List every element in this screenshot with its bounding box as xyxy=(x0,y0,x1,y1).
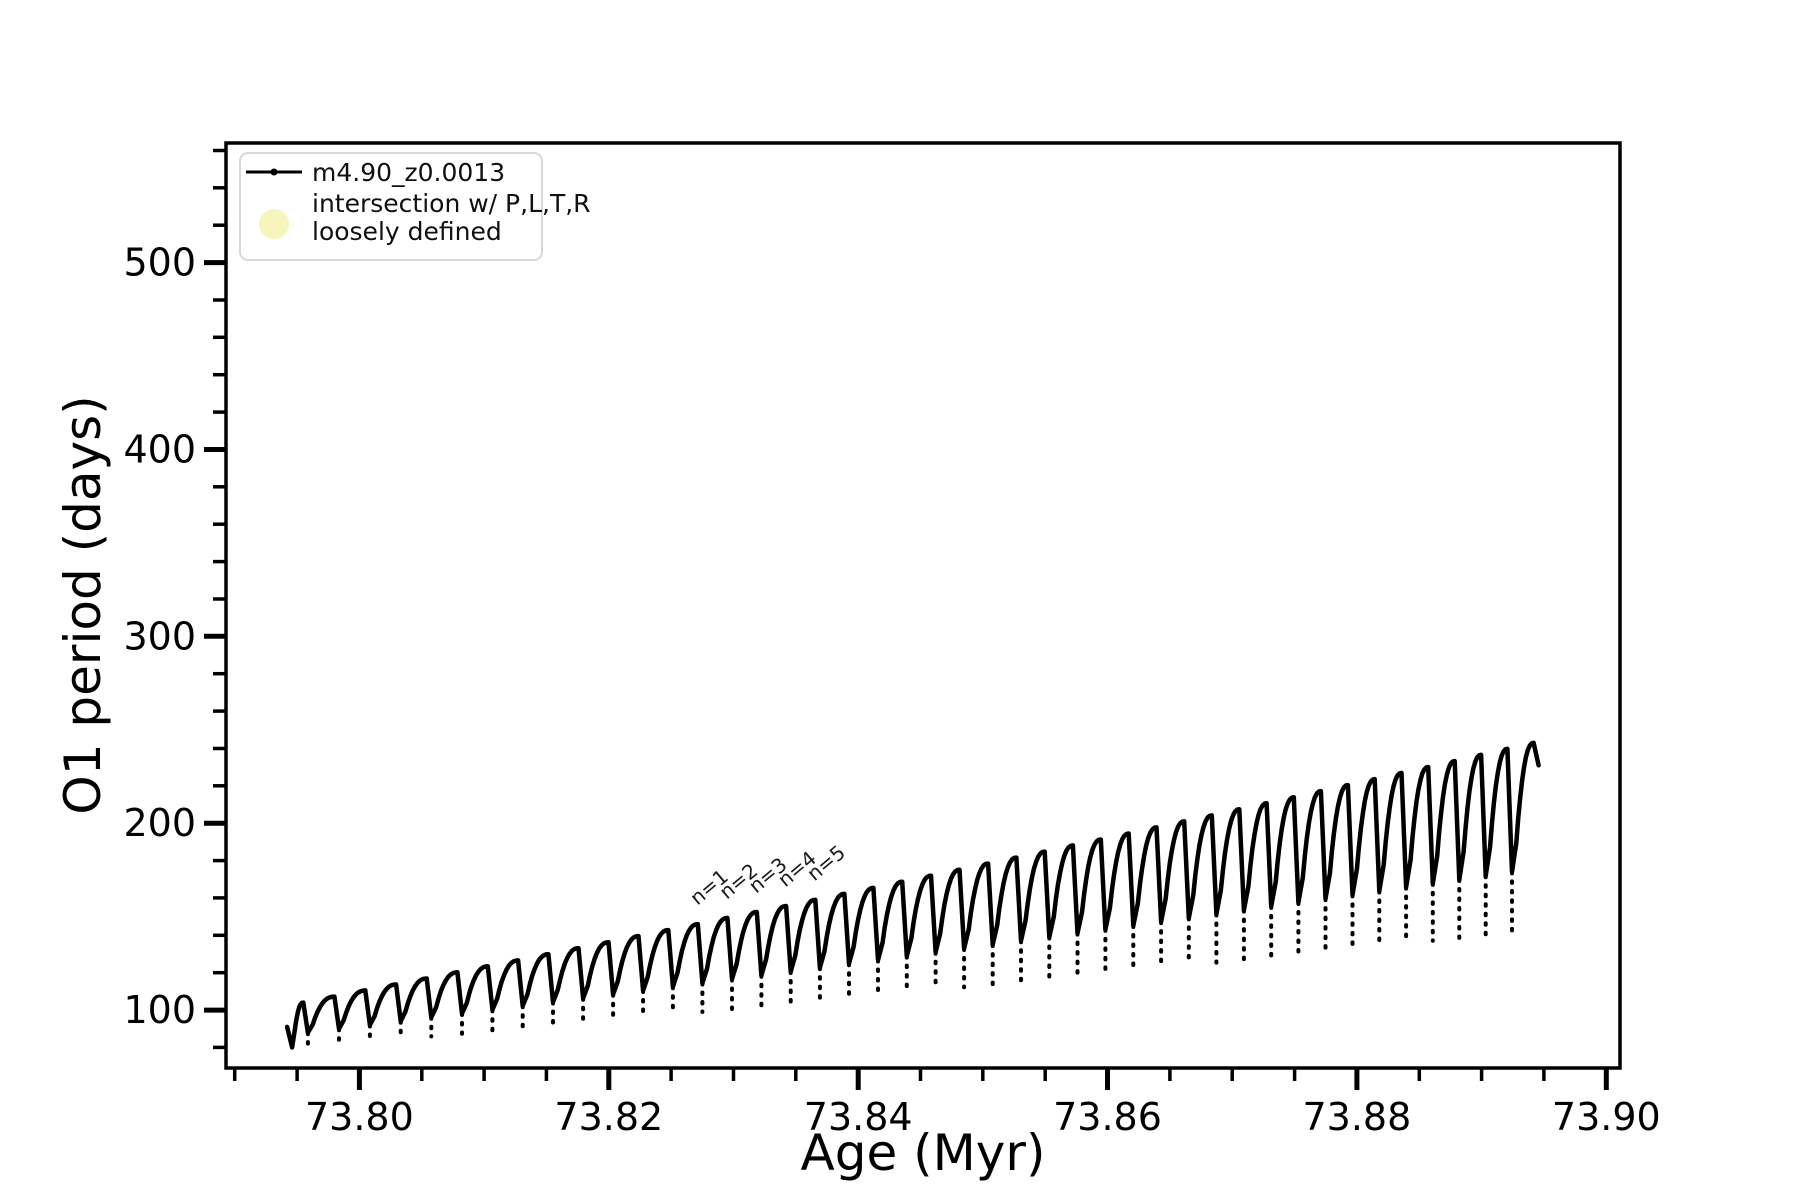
y-tick-label: 100 xyxy=(123,988,196,1032)
x-tick-label: 73.84 xyxy=(804,1095,913,1139)
plot-frame xyxy=(224,141,1622,1070)
y-axis-label: O1 period (days) xyxy=(54,395,112,814)
y-tick-label: 500 xyxy=(123,241,196,285)
y-tick-label: 400 xyxy=(123,428,196,472)
legend-label-intersection-line2: loosely defined xyxy=(312,217,502,246)
series-line xyxy=(284,740,1541,1050)
x-tick-label: 73.80 xyxy=(305,1095,414,1139)
legend-line-marker-dot xyxy=(270,168,278,176)
series-group xyxy=(284,740,1541,1050)
x-axis-label: Age (Myr) xyxy=(801,1124,1046,1182)
axis-ticks: 73.80 73.82 73.84 73.86 73.88 73.90 100 200 300 4… xyxy=(123,148,1661,1139)
x-tick-label: 73.88 xyxy=(1303,1095,1412,1139)
legend-label-intersection-line1: intersection w/ P,L,T,R xyxy=(312,189,591,218)
legend-label-series: m4.90_z0.0013 xyxy=(312,158,505,187)
legend: m4.90_z0.0013 intersection w/ P,L,T,R lo… xyxy=(239,152,591,261)
annotation-n=5: n=5 xyxy=(802,840,850,885)
y-tick-label: 300 xyxy=(123,614,196,658)
x-tick-label: 73.90 xyxy=(1552,1095,1661,1139)
legend-intersection-marker xyxy=(259,209,289,239)
legend-box xyxy=(239,152,543,261)
x-tick-label: 73.86 xyxy=(1053,1095,1162,1139)
y-tick-label: 200 xyxy=(123,801,196,845)
series-dip-dotted-tails xyxy=(305,869,1514,1050)
x-tick-label: 73.82 xyxy=(554,1095,663,1139)
resonance-annotations: n=1n=2n=3n=4n=5 xyxy=(685,840,850,910)
